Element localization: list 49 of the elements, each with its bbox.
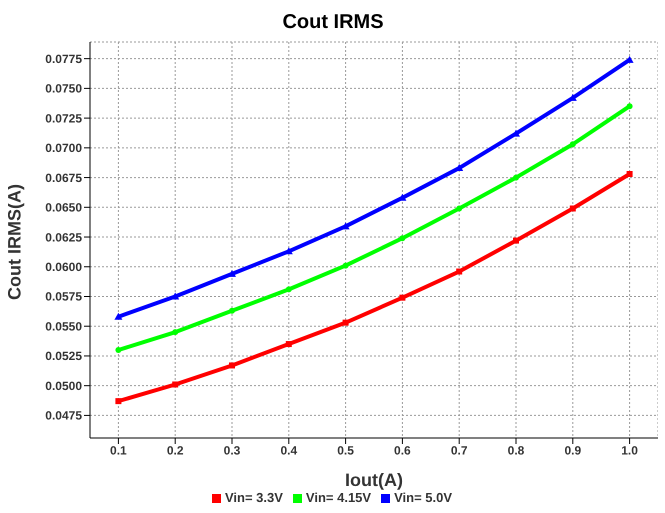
point	[399, 294, 406, 301]
point	[456, 268, 462, 275]
point	[229, 362, 235, 368]
chart-title: Cout IRMS	[281, 10, 385, 35]
x-tick-label: 0.8	[508, 444, 525, 458]
x-tick-label: 1.0	[621, 444, 638, 458]
x-tick-label: 0.5	[337, 444, 354, 458]
point	[626, 171, 633, 177]
point	[115, 398, 122, 404]
point	[570, 205, 576, 212]
point	[115, 347, 122, 353]
y-tick-label: 0.0775	[45, 52, 82, 66]
y-tick-label: 0.0700	[45, 141, 82, 156]
point	[286, 286, 292, 292]
legend-label: Vin= 5.0V	[394, 490, 452, 505]
point	[456, 205, 462, 212]
x-tick-label: 0.9	[564, 444, 582, 458]
point	[342, 320, 349, 326]
y-tick-label: 0.0650	[45, 200, 82, 215]
x-tick-label: 0.4	[280, 444, 298, 458]
x-tick-label: 0.2	[166, 444, 184, 458]
y-tick-label: 0.0675	[45, 170, 82, 185]
legend-label: Vin= 3.3V	[224, 490, 283, 505]
point	[342, 262, 349, 269]
point	[513, 174, 519, 181]
point	[172, 381, 178, 388]
y-tick-label: 0.0475	[45, 408, 82, 423]
y-tick-label: 0.0550	[45, 319, 82, 334]
y-tick-label: 0.0625	[45, 230, 82, 244]
x-axis-title: Iout(A)	[345, 470, 403, 490]
legend-label: Vin= 4.15V	[306, 490, 372, 505]
y-tick-label: 0.0500	[45, 378, 82, 393]
point	[626, 103, 633, 110]
x-tick-label: 0.1	[110, 444, 128, 458]
point	[172, 329, 178, 336]
point	[513, 238, 519, 244]
point	[229, 308, 235, 314]
x-tick-label: 0.7	[450, 444, 468, 458]
x-tick-label: 0.6	[394, 444, 412, 458]
y-tick-label: 0.0525	[45, 349, 82, 364]
point	[286, 341, 292, 348]
x-tick-label: 0.3	[224, 444, 241, 458]
y-tick-label: 0.0575	[45, 290, 82, 304]
y-tick-label: 0.0725	[45, 111, 82, 126]
y-tick-label: 0.0750	[45, 82, 82, 96]
y-tick-label: 0.0600	[45, 260, 82, 274]
point	[399, 235, 406, 242]
point	[114, 312, 122, 320]
point	[570, 141, 576, 148]
